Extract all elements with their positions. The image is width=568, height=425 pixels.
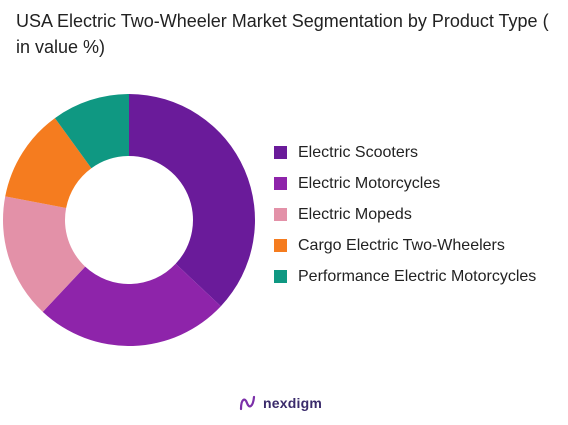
donut-slice-electric-mopeds	[3, 196, 86, 312]
brand-name: nexdigm	[263, 395, 322, 411]
legend-item: Electric Motorcycles	[274, 173, 568, 195]
nexdigm-logo-icon	[239, 395, 256, 411]
legend-label: Performance Electric Motorcycles	[298, 268, 537, 285]
legend-label: Electric Mopeds	[298, 206, 412, 223]
legend-swatch	[274, 208, 287, 221]
donut-slice-electric-scooters	[129, 94, 255, 307]
legend-swatch	[274, 270, 287, 283]
legend-swatch	[274, 146, 287, 159]
legend-label: Cargo Electric Two-Wheelers	[298, 237, 505, 254]
legend-swatch	[274, 239, 287, 252]
legend-item: Electric Scooters	[274, 142, 568, 164]
legend-item: Cargo Electric Two-Wheelers	[274, 235, 568, 257]
donut-slice-electric-motorcycles	[42, 263, 221, 346]
legend-label: Electric Motorcycles	[298, 175, 441, 192]
chart-legend: Electric Scooters Electric Motorcycles Ele…	[274, 142, 568, 297]
brand-logo: nexdigm	[238, 393, 322, 413]
legend-swatch	[274, 177, 287, 190]
donut-slice-cargo-electric-two-wheelers	[5, 118, 92, 209]
legend-label: Electric Scooters	[298, 144, 419, 161]
donut-chart	[3, 94, 255, 346]
donut-slice-performance-electric-motorcycles	[54, 94, 129, 169]
legend-item: Electric Mopeds	[274, 204, 568, 226]
chart-title: USA Electric Two-Wheeler Market Segmenta…	[16, 11, 549, 57]
legend-item: Performance Electric Motorcycles	[274, 266, 568, 288]
